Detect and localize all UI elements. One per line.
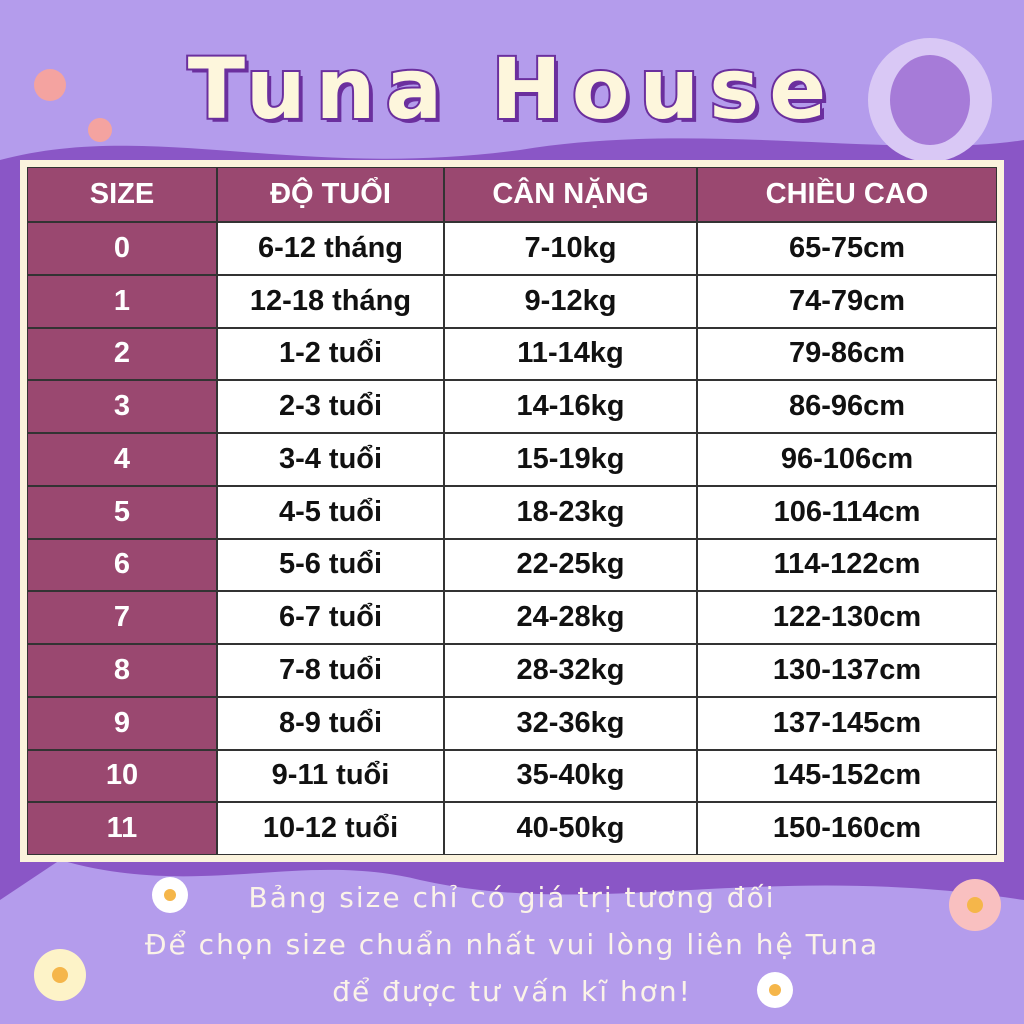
header-cell: CÂN NẶNG: [444, 167, 697, 222]
size-cell: 1: [27, 274, 217, 328]
footer-line: Bảng size chỉ có giá trị tương đối: [248, 881, 776, 914]
size-cell: 5: [27, 485, 217, 539]
size-cell: 3: [27, 380, 217, 433]
table-cell: 3-4 tuổi: [217, 433, 444, 486]
size-cell: 9: [27, 696, 217, 750]
size-cell: 11: [27, 802, 217, 855]
title: Tuna House: [186, 38, 837, 140]
header-cell: SIZE: [27, 167, 217, 222]
table-cell: 114-122cm: [697, 538, 997, 592]
table-cell: 40-50kg: [444, 802, 697, 855]
header-cell: ĐỘ TUỔI: [217, 167, 444, 222]
footer-line: Để chọn size chuẩn nhất vui lòng liên hệ…: [144, 928, 880, 961]
table-cell: 65-75cm: [697, 222, 997, 275]
table-cell: 11-14kg: [444, 327, 697, 381]
table-cell: 7-10kg: [444, 222, 697, 275]
size-table: SIZE ĐỘ TUỔI CÂN NẶNG CHIỀU CAO 0 6-12 tháng 7…: [27, 167, 997, 855]
size-cell: 0: [27, 222, 217, 275]
table-cell: 2-3 tuổi: [217, 380, 444, 433]
table-cell: 10-12 tuổi: [217, 802, 444, 855]
table-cell: 137-145cm: [697, 696, 997, 750]
table-cell: 4-5 tuổi: [217, 485, 444, 539]
table-cell: 106-114cm: [697, 485, 997, 539]
table-cell: 150-160cm: [697, 802, 997, 855]
table-cell: 79-86cm: [697, 327, 997, 381]
table-cell: 24-28kg: [444, 591, 697, 644]
table-cell: 6-7 tuổi: [217, 591, 444, 644]
table-cell: 74-79cm: [697, 274, 997, 328]
table-cell: 9-11 tuổi: [217, 749, 444, 803]
table-cell: 1-2 tuổi: [217, 327, 444, 381]
table-cell: 35-40kg: [444, 749, 697, 803]
size-cell: 6: [27, 538, 217, 592]
size-cell: 4: [27, 433, 217, 486]
table-cell: 130-137cm: [697, 644, 997, 697]
table-cell: 18-23kg: [444, 485, 697, 539]
size-cell: 7: [27, 591, 217, 644]
table-cell: 9-12kg: [444, 274, 697, 328]
table-cell: 122-130cm: [697, 591, 997, 644]
table-cell: 32-36kg: [444, 696, 697, 750]
size-cell: 10: [27, 749, 217, 803]
size-cell: 8: [27, 644, 217, 697]
table-cell: 86-96cm: [697, 380, 997, 433]
size-cell: 2: [27, 327, 217, 381]
table-cell: 14-16kg: [444, 380, 697, 433]
table-cell: 96-106cm: [697, 433, 997, 486]
table-cell: 5-6 tuổi: [217, 538, 444, 592]
table-cell: 22-25kg: [444, 538, 697, 592]
table-cell: 145-152cm: [697, 749, 997, 803]
footer: Bảng size chỉ có giá trị tương đối Để chọ…: [0, 874, 1024, 1015]
table-cell: 15-19kg: [444, 433, 697, 486]
table-cell: 6-12 tháng: [217, 222, 444, 275]
table-cell: 12-18 tháng: [217, 274, 444, 328]
table-cell: 8-9 tuổi: [217, 696, 444, 750]
footer-line: để được tư vấn kĩ hơn!: [332, 975, 692, 1008]
table-cell: 7-8 tuổi: [217, 644, 444, 697]
table-cell: 28-32kg: [444, 644, 697, 697]
header-cell: CHIỀU CAO: [697, 167, 997, 222]
